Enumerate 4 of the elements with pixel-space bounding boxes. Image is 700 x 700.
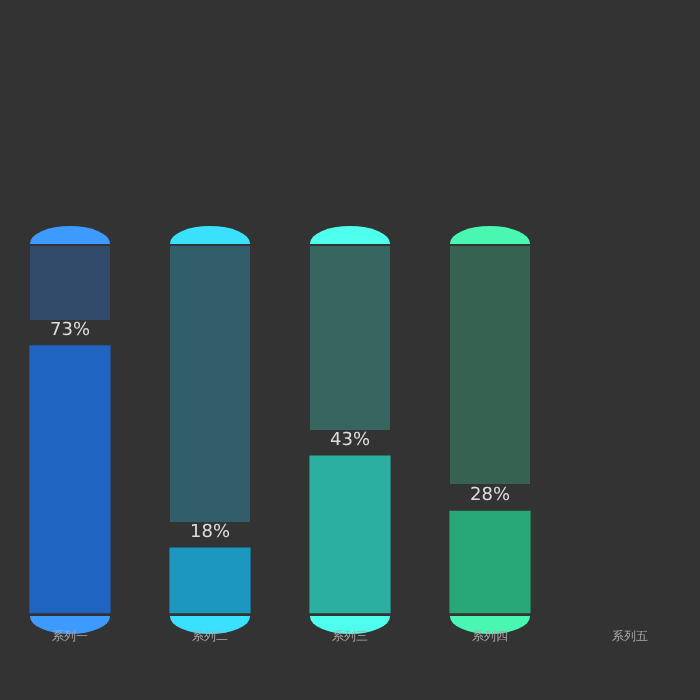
data-label: 73% xyxy=(49,320,91,341)
data-label: 18% xyxy=(189,523,231,544)
data-label: 28% xyxy=(469,486,511,507)
data-label: 43% xyxy=(329,431,371,452)
